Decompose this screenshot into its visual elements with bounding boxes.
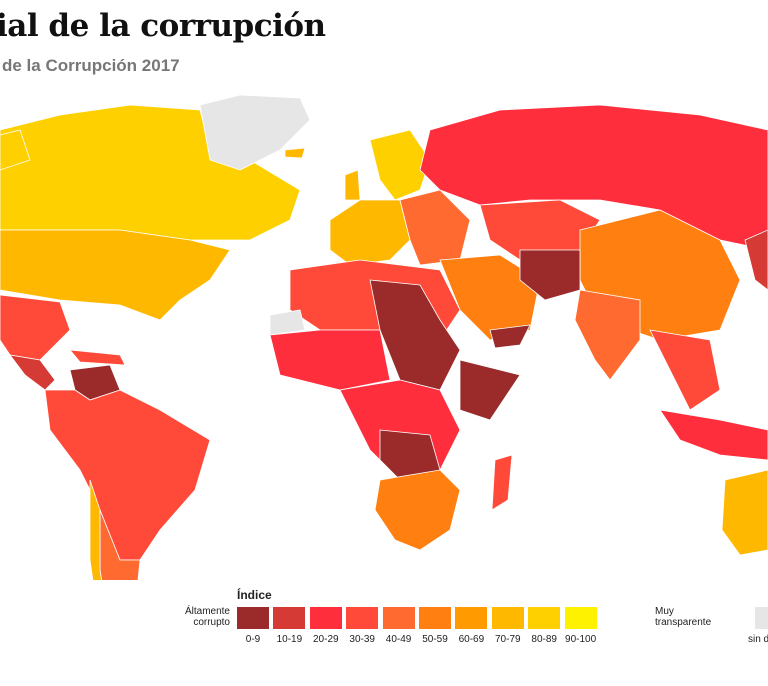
region-horn-africa <box>459 359 521 421</box>
legend-swatch <box>346 607 379 629</box>
region-europe-east <box>399 189 471 266</box>
legend-no-data-label: sin d <box>748 634 768 645</box>
region-alaska <box>0 129 31 171</box>
legend-swatch <box>382 607 415 629</box>
region-india <box>574 289 641 381</box>
region-europe-west <box>329 199 411 266</box>
world-map <box>0 94 768 580</box>
region-iceland-uk <box>284 147 361 201</box>
region-south-america <box>44 389 211 561</box>
region-libya-sudan <box>369 279 461 391</box>
legend-swatch <box>273 607 306 629</box>
legend-range-label: 60-69 <box>458 634 485 645</box>
region-southern-africa <box>374 469 461 551</box>
region-west-africa <box>269 329 391 391</box>
region-central-america <box>9 354 56 391</box>
legend-swatch <box>237 607 269 629</box>
region-chile <box>89 479 102 580</box>
region-afghanistan <box>519 249 581 301</box>
region-western-sahara <box>269 309 306 336</box>
region-yemen <box>489 324 531 349</box>
legend-swatch <box>528 607 561 629</box>
legend-low-label: Áltamente corrupto <box>184 606 230 628</box>
region-mexico <box>0 294 71 361</box>
legend-high-label: Muy transparente <box>655 606 712 628</box>
legend-range-label: 90-100 <box>565 634 597 645</box>
map-title: ial de la corrupción <box>0 8 326 44</box>
legend-range-label: 30-39 <box>349 634 375 645</box>
legend-range-label: 20-29 <box>313 634 339 645</box>
legend-range-label: 40-49 <box>385 634 412 645</box>
map-subtitle: de la Corrupción 2017 <box>2 56 180 75</box>
legend-swatch <box>491 607 524 629</box>
legend-range-label: 80-89 <box>531 634 557 645</box>
region-greenland <box>199 94 311 171</box>
region-usa <box>0 229 231 321</box>
region-japan-korea <box>744 229 768 291</box>
legend-range-label: 0-9 <box>245 634 261 645</box>
region-caribbean <box>69 349 126 366</box>
region-southeast-asia <box>649 329 721 411</box>
region-europe-north <box>369 129 431 201</box>
region-madagascar <box>491 454 513 511</box>
legend-no-data-swatch <box>755 607 768 629</box>
region-indonesia <box>659 409 768 461</box>
region-argentina <box>99 509 141 580</box>
legend-range-label: 10-19 <box>276 634 303 645</box>
legend-title: Índice <box>237 588 272 602</box>
legend-swatch <box>564 607 597 629</box>
legend-swatch <box>309 607 342 629</box>
legend-range-label: 50-59 <box>422 634 448 645</box>
region-australia <box>721 469 768 556</box>
legend-swatch <box>419 607 451 629</box>
legend-swatch <box>455 607 488 629</box>
legend-range-label: 70-79 <box>495 634 521 645</box>
